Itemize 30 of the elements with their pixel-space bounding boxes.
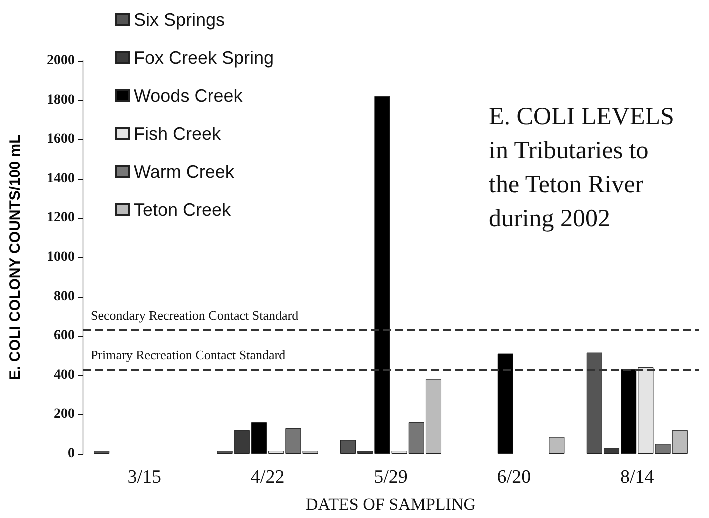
x-tick-label: 4/22: [250, 467, 285, 488]
y-tick-label: 1800: [47, 92, 75, 108]
y-tick-label: 1400: [47, 171, 75, 186]
legend-label: Six Springs: [134, 10, 226, 30]
legend-label: Warm Creek: [134, 162, 236, 182]
y-tick-label: 1000: [47, 250, 75, 265]
y-tick-label: 2000: [47, 54, 75, 68]
text: E. COLI LEVELS in Tributaries to the Teton River during 2002: [489, 104, 681, 232]
y-tick-label: 1200: [47, 210, 75, 226]
legend-label: Fish Creek: [134, 124, 222, 144]
y-tick-label: 800: [54, 289, 75, 304]
legend-label: Fox Creek Spring: [134, 48, 274, 68]
bar: [549, 437, 565, 454]
y-tick-label: 600: [54, 328, 75, 344]
ref-line-label: Secondary Recreation Contact Standard: [91, 308, 300, 324]
ref-line-label: Primary Recreation Contact Standard: [91, 348, 286, 363]
bar: [94, 451, 110, 454]
legend-label: Teton Creek: [134, 200, 232, 220]
y-tick-label: 1600: [47, 132, 75, 148]
y-tick-label: 0: [68, 446, 75, 462]
bar: [498, 354, 514, 454]
y-tick-label: 200: [54, 407, 75, 422]
x-tick-label: 5/29: [374, 467, 408, 488]
y-tick-label: 400: [54, 368, 75, 383]
legend-label: Woods Creek: [134, 86, 244, 106]
x-axis-title: DATES OF SAMPLING: [306, 495, 476, 514]
x-tick-label: 8/14: [620, 467, 655, 488]
x-tick-label: 3/15: [128, 467, 162, 488]
x-tick-label: 6/20: [497, 467, 532, 488]
y-axis-title: E. COLI COLONY COUNTS/100 mL: [7, 134, 24, 380]
